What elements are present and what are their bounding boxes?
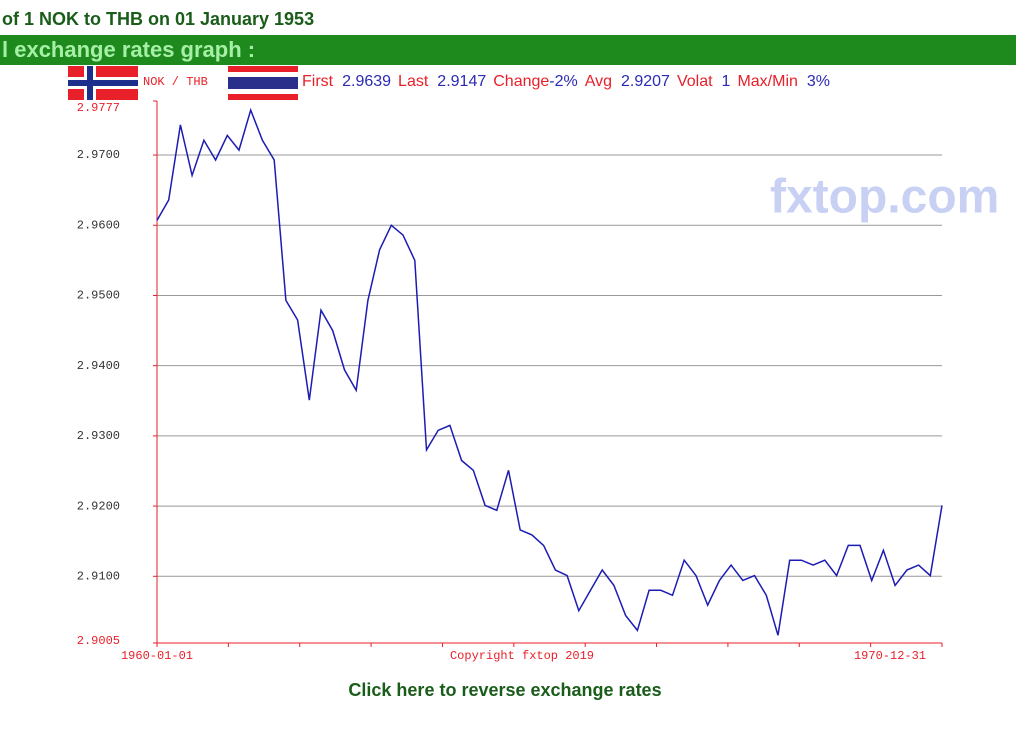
stat-label: First bbox=[302, 73, 334, 90]
stat-label: Max/Min bbox=[737, 73, 797, 90]
watermark: fxtop.com bbox=[770, 171, 999, 224]
flag-norway bbox=[68, 66, 138, 100]
x-tick-label: 1960-01-01 bbox=[121, 649, 193, 663]
stat-value: 3% bbox=[807, 73, 830, 90]
pair-label: NOK / THB bbox=[143, 75, 208, 89]
stat-value: 2.9207 bbox=[621, 73, 670, 90]
stat-label: Volat bbox=[677, 73, 713, 90]
y-tick-label: 2.9700 bbox=[77, 148, 120, 162]
stat-value: 1 bbox=[722, 73, 731, 90]
stat-label: Change bbox=[493, 73, 549, 90]
stat-value: 2.9639 bbox=[342, 73, 391, 90]
y-tick-label: 2.9600 bbox=[77, 218, 120, 232]
flag-thailand bbox=[228, 66, 298, 100]
y-tick-label: 2.9300 bbox=[77, 429, 120, 443]
stat-value: -2% bbox=[549, 73, 577, 90]
reverse-link[interactable]: Click here to reverse exchange rates bbox=[348, 680, 661, 700]
y-tick-label: 2.9777 bbox=[77, 101, 120, 115]
plot: 2.9005 2.9100 2.9200 2.9300 2.9400 2.9500 2.96… bbox=[77, 73, 943, 663]
stat-value: 2.9147 bbox=[437, 73, 486, 90]
banner-title: l exchange rates graph : bbox=[2, 37, 255, 62]
x-tick-label: 1970-12-31 bbox=[854, 649, 926, 663]
stat-label: Avg bbox=[585, 73, 612, 90]
page-title: of 1 NOK to THB on 01 January 1953 bbox=[2, 9, 314, 29]
banner bbox=[0, 35, 1016, 65]
stat-label: Last bbox=[398, 73, 429, 90]
y-tick-label: 2.9400 bbox=[77, 359, 120, 373]
y-tick-label: 2.9200 bbox=[77, 499, 120, 513]
copyright: Copyright fxtop 2019 bbox=[450, 649, 594, 663]
y-tick-label: 2.9500 bbox=[77, 289, 120, 303]
series-line bbox=[156, 107, 943, 636]
y-tick-label: 2.9005 bbox=[77, 634, 120, 648]
y-tick-label: 2.9100 bbox=[77, 569, 120, 583]
